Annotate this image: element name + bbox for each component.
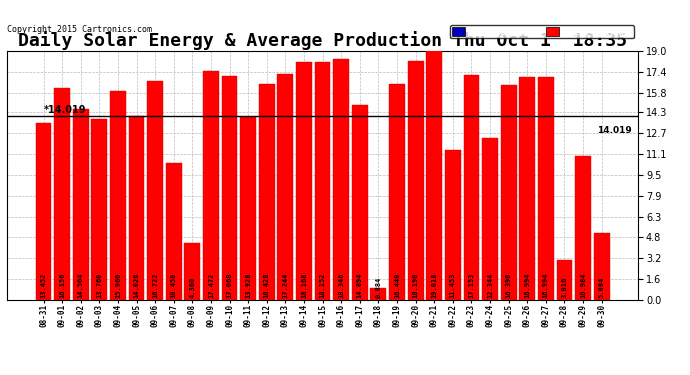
- Text: 18.168: 18.168: [301, 273, 307, 298]
- Text: 0.884: 0.884: [375, 277, 382, 298]
- Bar: [408, 61, 424, 300]
- Bar: [91, 119, 107, 300]
- Text: 12.344: 12.344: [487, 273, 493, 298]
- Text: 18.190: 18.190: [413, 273, 419, 298]
- Bar: [464, 75, 480, 300]
- Title: Daily Solar Energy & Average Production Thu Oct 1  18:35: Daily Solar Energy & Average Production …: [18, 32, 627, 51]
- Text: 17.068: 17.068: [226, 273, 233, 298]
- Text: 14.019: 14.019: [598, 126, 632, 135]
- Bar: [333, 59, 349, 300]
- Text: 19.018: 19.018: [431, 273, 437, 298]
- Bar: [520, 77, 535, 300]
- Text: 10.450: 10.450: [170, 273, 177, 298]
- Text: 16.440: 16.440: [394, 273, 400, 298]
- Text: *14.019: *14.019: [43, 105, 86, 115]
- Text: 17.153: 17.153: [469, 273, 475, 298]
- Text: 18.152: 18.152: [319, 273, 326, 298]
- Text: 16.156: 16.156: [59, 273, 65, 298]
- Bar: [36, 123, 52, 300]
- Bar: [538, 77, 554, 300]
- Bar: [296, 62, 312, 300]
- Bar: [259, 84, 275, 300]
- Text: 11.453: 11.453: [450, 273, 456, 298]
- Text: 16.390: 16.390: [506, 273, 511, 298]
- Bar: [371, 288, 386, 300]
- Bar: [184, 243, 200, 300]
- Bar: [203, 70, 219, 300]
- Legend: Average  (kWh), Daily   (kWh): Average (kWh), Daily (kWh): [450, 25, 633, 39]
- Bar: [221, 76, 237, 300]
- Bar: [110, 90, 126, 300]
- Text: 13.928: 13.928: [245, 273, 251, 298]
- Text: 5.084: 5.084: [599, 277, 604, 298]
- Text: 17.472: 17.472: [208, 273, 214, 298]
- Bar: [128, 116, 144, 300]
- Bar: [482, 138, 498, 300]
- Bar: [575, 156, 591, 300]
- Text: 13.452: 13.452: [41, 273, 46, 298]
- Text: 16.994: 16.994: [543, 273, 549, 298]
- Text: 3.016: 3.016: [562, 277, 567, 298]
- Bar: [315, 62, 331, 300]
- Bar: [593, 233, 609, 300]
- Text: 13.760: 13.760: [97, 273, 102, 298]
- Bar: [277, 74, 293, 300]
- Bar: [55, 88, 70, 300]
- Bar: [147, 81, 163, 300]
- Text: 16.722: 16.722: [152, 273, 158, 298]
- Text: 15.960: 15.960: [115, 273, 121, 298]
- Text: 18.346: 18.346: [338, 273, 344, 298]
- Bar: [389, 84, 405, 300]
- Text: 14.564: 14.564: [78, 273, 83, 298]
- Text: Copyright 2015 Cartronics.com: Copyright 2015 Cartronics.com: [7, 25, 152, 34]
- Bar: [445, 150, 461, 300]
- Bar: [166, 163, 181, 300]
- Text: 16.994: 16.994: [524, 273, 530, 298]
- Text: 4.360: 4.360: [189, 277, 195, 298]
- Bar: [426, 50, 442, 300]
- Text: 14.026: 14.026: [134, 273, 139, 298]
- Bar: [557, 260, 572, 300]
- Text: 14.894: 14.894: [357, 273, 363, 298]
- Bar: [501, 85, 517, 300]
- Bar: [240, 117, 256, 300]
- Text: 17.244: 17.244: [282, 273, 288, 298]
- Bar: [73, 109, 88, 300]
- Bar: [352, 105, 368, 300]
- Text: 16.428: 16.428: [264, 273, 270, 298]
- Text: 10.984: 10.984: [580, 273, 586, 298]
